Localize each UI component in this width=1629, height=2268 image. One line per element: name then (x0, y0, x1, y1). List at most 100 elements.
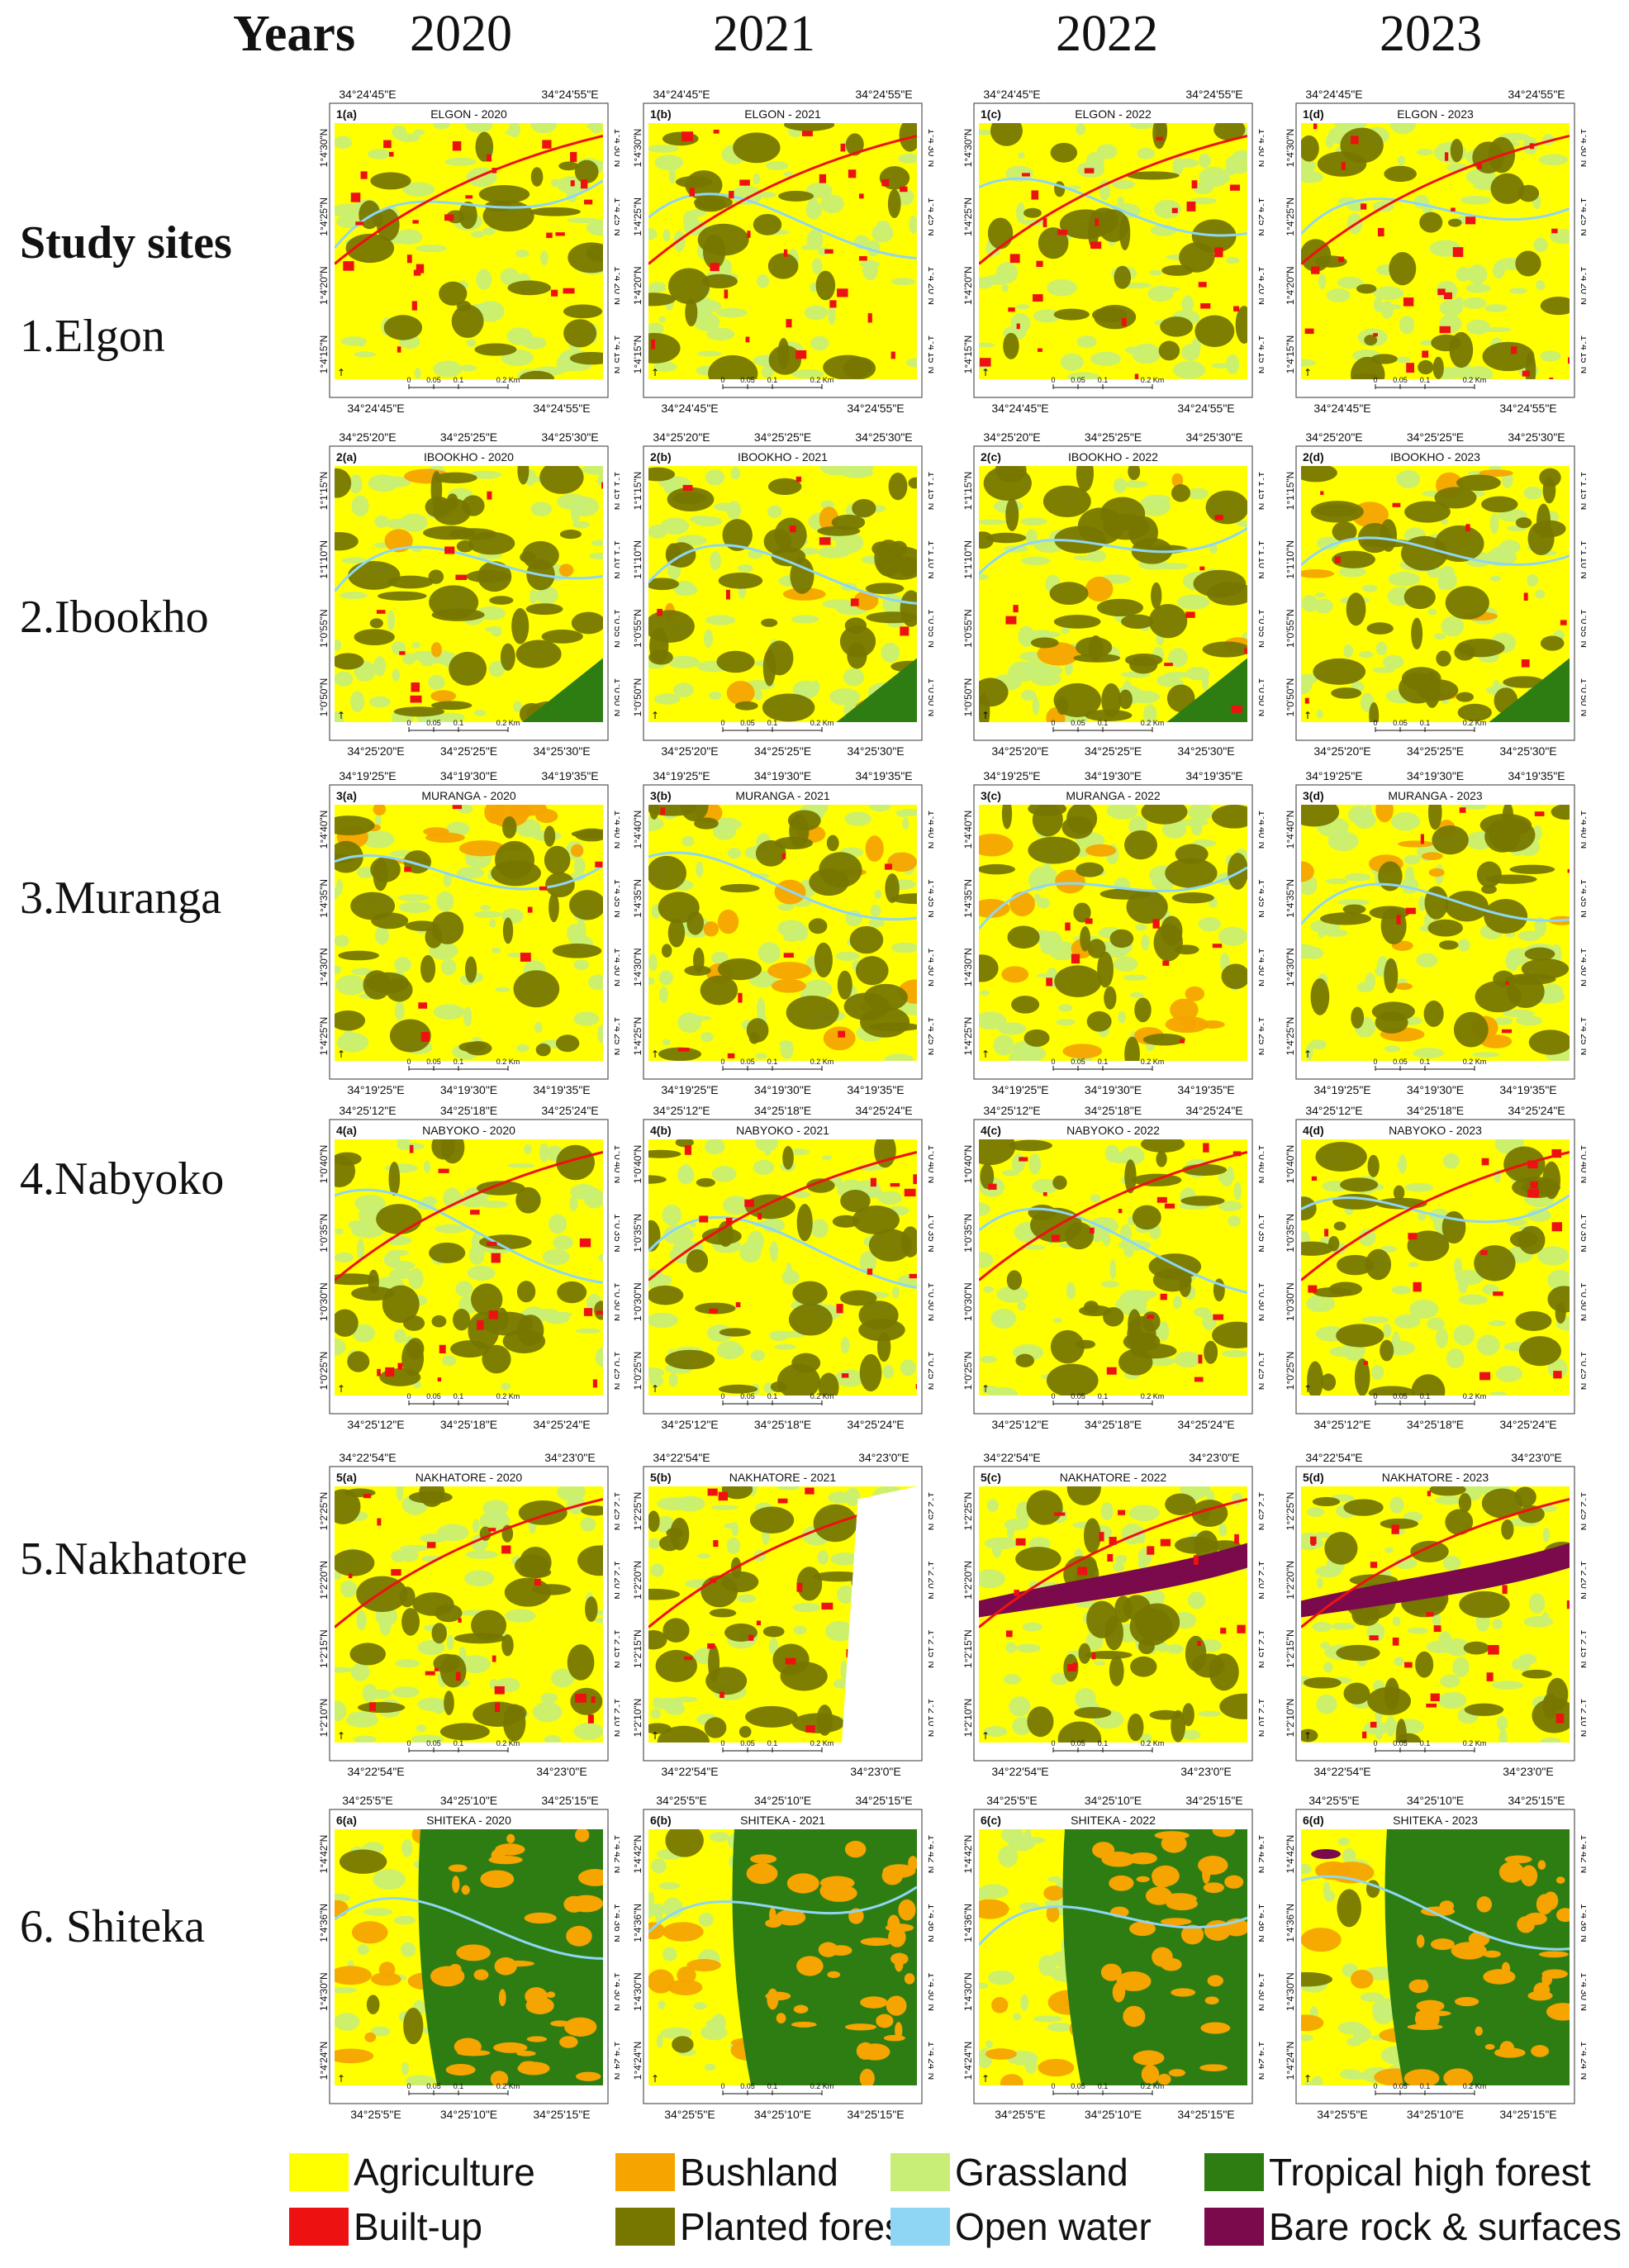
scale-bar-label: 0.05 (426, 2082, 441, 2090)
map-panel-nakhatore-2022: 34°22'54"E 34°23'0"E 5(c) NAKHATORE - 2022 0… (962, 1450, 1264, 1781)
scale-bar-label: 0.2 Km (1463, 376, 1487, 384)
top-lon-label: 34°24'45"E (1305, 88, 1362, 101)
map-frame (329, 1809, 609, 2104)
site-label-muranga: 3.Muranga (20, 872, 222, 924)
left-lat-label: 1°4'30"N (632, 129, 644, 168)
map-panel-nabyoko-2022: 34°25'12"E 34°25'18"E 34°25'24"E 4(c) NABYOK… (962, 1103, 1264, 1434)
left-lat-label: 1°0'55"N (1285, 609, 1296, 648)
scale-bar-label: 0.1 (1420, 1739, 1431, 1747)
left-lat-label: 1°2'15"N (1285, 1629, 1296, 1668)
panel-title: SHITEKA - 2021 (740, 1814, 825, 1827)
map-frame (1295, 1809, 1575, 2104)
right-lat-label: 1°2'25"N (1256, 1492, 1264, 1531)
right-lat-label: 1°4'25"N (926, 1017, 933, 1056)
bottom-lon-label: 34°19'35"E (847, 1083, 904, 1096)
panel-title: NAKHATORE - 2022 (1060, 1471, 1167, 1484)
scale-bar-label: 0.2 Km (810, 719, 834, 727)
north-arrow-icon: ↑ (1304, 367, 1312, 378)
right-lat-label: 1°0'25"N (612, 1352, 620, 1391)
left-lat-label: 1°4'24"N (318, 2042, 330, 2080)
left-lat-label: 1°0'25"N (318, 1352, 330, 1391)
bottom-lon-label: 34°24'45"E (661, 402, 718, 415)
left-lat-label: 1°0'40"N (632, 1145, 644, 1184)
land-cover-raster (1301, 1829, 1570, 2085)
right-lat-label: 1°4'30"N (612, 948, 620, 987)
top-lon-label: 34°25'15"E (855, 1794, 912, 1807)
left-lat-label: 1°4'20"N (632, 266, 644, 305)
bottom-lon-label: 34°25'12"E (347, 1418, 404, 1431)
left-lat-label: 1°4'30"N (1285, 948, 1296, 987)
scale-bar-label: 0.2 Km (1141, 1739, 1165, 1747)
bottom-lon-label: 34°25'24"E (533, 1418, 590, 1431)
right-lat-label: 1°4'20"N (612, 266, 620, 305)
left-lat-label: 1°4'25"N (962, 197, 974, 236)
north-arrow-icon: ↑ (1304, 1730, 1312, 1742)
left-lat-label: 1°0'30"N (1285, 1282, 1296, 1321)
scale-bar-label: 0.05 (740, 1392, 755, 1400)
scale-bar-label: 0.05 (1071, 2082, 1085, 2090)
legend-label: Agriculture (354, 2151, 535, 2194)
top-lon-label: 34°19'30"E (1407, 769, 1464, 782)
scale-bar: 0 0.05 0.1 0.2 Km (1051, 1058, 1164, 1071)
left-lat-label: 1°1'10"N (632, 540, 644, 579)
top-lon-label: 34°25'10"E (1085, 1794, 1142, 1807)
scale-bar: 0 0.05 0.1 0.2 Km (1373, 1058, 1486, 1071)
left-lat-label: 1°0'30"N (632, 1282, 644, 1321)
top-lon-label: 34°24'55"E (1185, 88, 1242, 101)
map-figure: 34°19'25"E 34°19'30"E 34°19'35"E 3(d) MURANG… (1285, 769, 1586, 1096)
top-lon-label: 34°24'55"E (855, 88, 912, 101)
left-lat-label: 1°4'30"N (632, 948, 644, 987)
right-lat-label: 1°2'20"N (612, 1561, 620, 1600)
bottom-lon-label: 34°24'55"E (1177, 402, 1234, 415)
bottom-lon-label: 34°19'25"E (1313, 1083, 1370, 1096)
right-lat-label: 1°0'55"N (1256, 609, 1264, 648)
top-lon-label: 34°25'20"E (983, 430, 1040, 444)
north-arrow-icon: ↑ (337, 1730, 345, 1742)
scale-bar-label: 0.1 (767, 1739, 778, 1747)
panel-id: 6(c) (981, 1814, 1001, 1827)
scale-bar-label: 0.1 (767, 719, 778, 727)
scale-bar-label: 0 (406, 719, 411, 727)
map-figure: 34°22'54"E 34°23'0"E 5(a) NAKHATORE - 2020 0… (318, 1451, 620, 1778)
right-lat-label: 1°2'15"N (1579, 1629, 1586, 1668)
map-figure: 34°22'54"E 34°23'0"E 5(c) NAKHATORE - 2022 0… (962, 1451, 1264, 1778)
bottom-lon-label: 34°25'18"E (754, 1418, 811, 1431)
right-lat-label: 1°0'55"N (612, 609, 620, 648)
left-lat-label: 1°4'25"N (1285, 197, 1296, 236)
bottom-lon-label: 34°23'0"E (1503, 1765, 1554, 1778)
map-frame (973, 1119, 1253, 1415)
panel-title: MURANGA - 2022 (1066, 789, 1161, 802)
scale-bar-label: 0.1 (1098, 1058, 1109, 1066)
panel-title: ELGON - 2021 (744, 107, 821, 121)
panel-id: 6(a) (336, 1814, 357, 1827)
bottom-lon-label: 34°25'18"E (1407, 1418, 1464, 1431)
right-lat-label: 1°4'40"N (612, 811, 620, 849)
panel-title: NABYOKO - 2022 (1066, 1124, 1160, 1137)
map-frame (329, 102, 609, 398)
right-lat-label: 1°2'20"N (1256, 1561, 1264, 1600)
map-panel-nakhatore-2023: 34°22'54"E 34°23'0"E 5(d) NAKHATORE - 2023 0… (1285, 1450, 1586, 1781)
left-lat-label: 1°4'35"N (962, 879, 974, 918)
scale-bar-label: 0.1 (767, 1392, 778, 1400)
top-lon-label: 34°19'35"E (1508, 769, 1565, 782)
map-panel-nabyoko-2021: 34°25'12"E 34°25'18"E 34°25'24"E 4(b) NABYOK… (632, 1103, 933, 1434)
legend-item-planted-forest: Planted forest (615, 2203, 914, 2251)
land-cover-raster (648, 466, 917, 722)
scale-bar-label: 0 (1373, 1058, 1377, 1066)
top-lon-label: 34°25'24"E (541, 1104, 598, 1117)
map-frame (643, 445, 923, 741)
scale-bar-label: 0 (1051, 1392, 1055, 1400)
panel-title: NAKHATORE - 2023 (1382, 1471, 1489, 1484)
panel-title: NAKHATORE - 2021 (729, 1471, 837, 1484)
right-lat-label: 1°2'10"N (926, 1699, 933, 1738)
right-lat-label: 1°1'10"N (1256, 540, 1264, 579)
scale-bar-label: 0 (1051, 376, 1055, 384)
map-figure: 34°25'5"E 34°25'10"E 34°25'15"E 6(a) SHITEKA… (318, 1794, 620, 2121)
site-label-nabyoko: 4.Nabyoko (20, 1153, 225, 1205)
legend-item-built-up: Built-up (289, 2203, 482, 2251)
scale-bar-label: 0.2 Km (1463, 1058, 1487, 1066)
left-lat-label: 1°4'36"N (962, 1904, 974, 1942)
bottom-lon-label: 34°25'12"E (991, 1418, 1048, 1431)
scale-bar: 0 0.05 0.1 0.2 Km (720, 376, 833, 389)
panel-id: 6(b) (650, 1814, 672, 1827)
